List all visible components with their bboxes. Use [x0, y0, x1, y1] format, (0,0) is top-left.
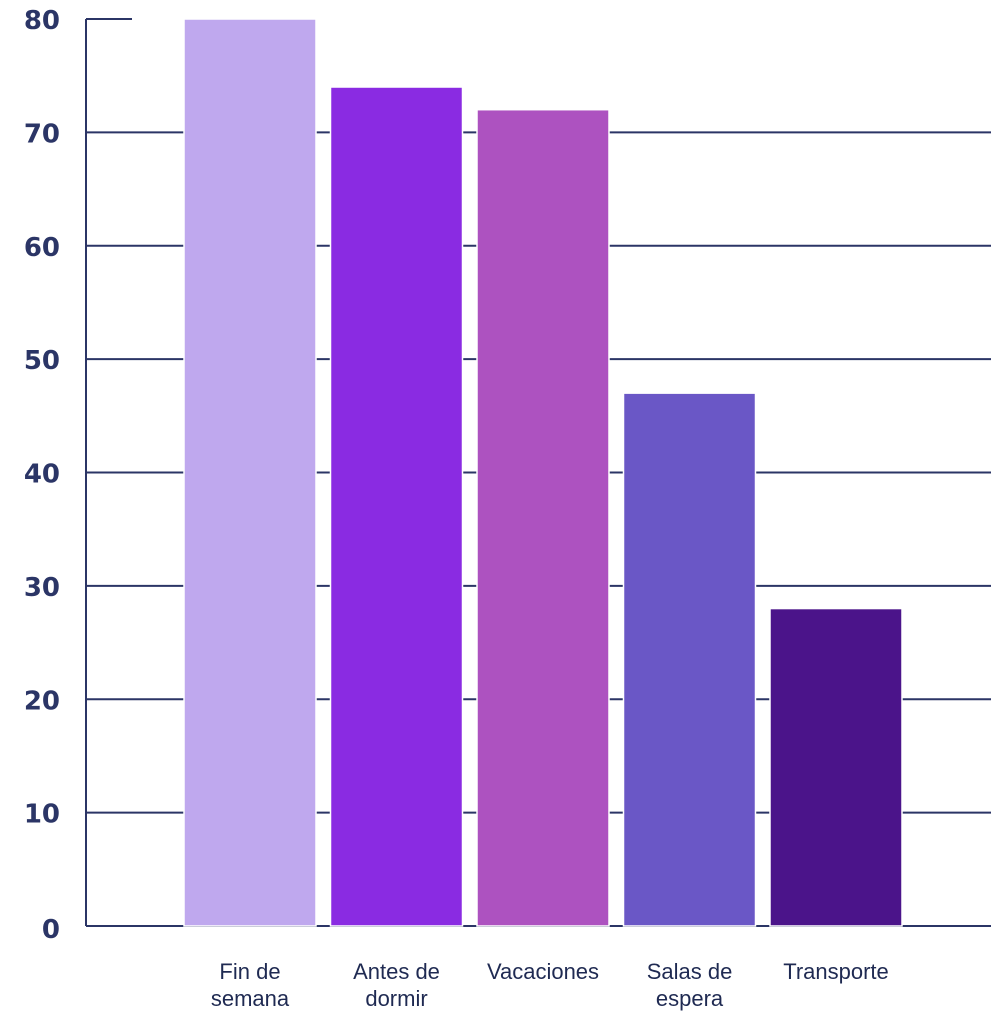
bars — [183, 18, 903, 927]
bar-0 — [183, 18, 317, 927]
x-tick-label-line: dormir — [365, 986, 427, 1011]
y-tick-label-30: 30 — [24, 573, 60, 603]
y-tick-label-20: 20 — [24, 686, 60, 716]
y-tick-label-70: 70 — [24, 119, 60, 149]
y-tick-label-40: 40 — [24, 460, 60, 490]
x-tick-label-line: semana — [211, 986, 290, 1011]
y-tick-label-10: 10 — [24, 800, 60, 830]
bar-3 — [622, 392, 757, 927]
x-tick-label-line: espera — [656, 986, 724, 1011]
bar-1 — [329, 86, 464, 927]
x-tick-label-line: Antes de — [353, 959, 440, 984]
x-tick-label-2: Vacaciones — [487, 959, 599, 984]
x-tick-label-3: Salas de espera — [647, 959, 733, 1011]
x-tick-label-0: Fin de semana — [211, 959, 290, 1011]
y-tick-label-80: 80 — [24, 6, 60, 36]
bar-4 — [769, 607, 903, 927]
y-tick-label-50: 50 — [24, 346, 60, 376]
y-tick-label-60: 60 — [24, 233, 60, 263]
y-tick-label-0: 0 — [42, 915, 60, 945]
x-tick-label-line: Transporte — [783, 959, 889, 984]
x-axis-ticks: Fin de semana Antes de dormir Vacaciones Sala… — [211, 959, 889, 1011]
x-tick-label-line: Salas de — [647, 959, 733, 984]
x-tick-label-line: Vacaciones — [487, 959, 599, 984]
x-tick-label-line: Fin de — [219, 959, 280, 984]
y-axis-ticks: 0 10 20 30 40 50 60 70 80 — [24, 6, 60, 945]
x-tick-label-1: Antes de dormir — [353, 959, 440, 1011]
x-tick-label-4: Transporte — [783, 959, 889, 984]
bar-2 — [476, 108, 610, 927]
